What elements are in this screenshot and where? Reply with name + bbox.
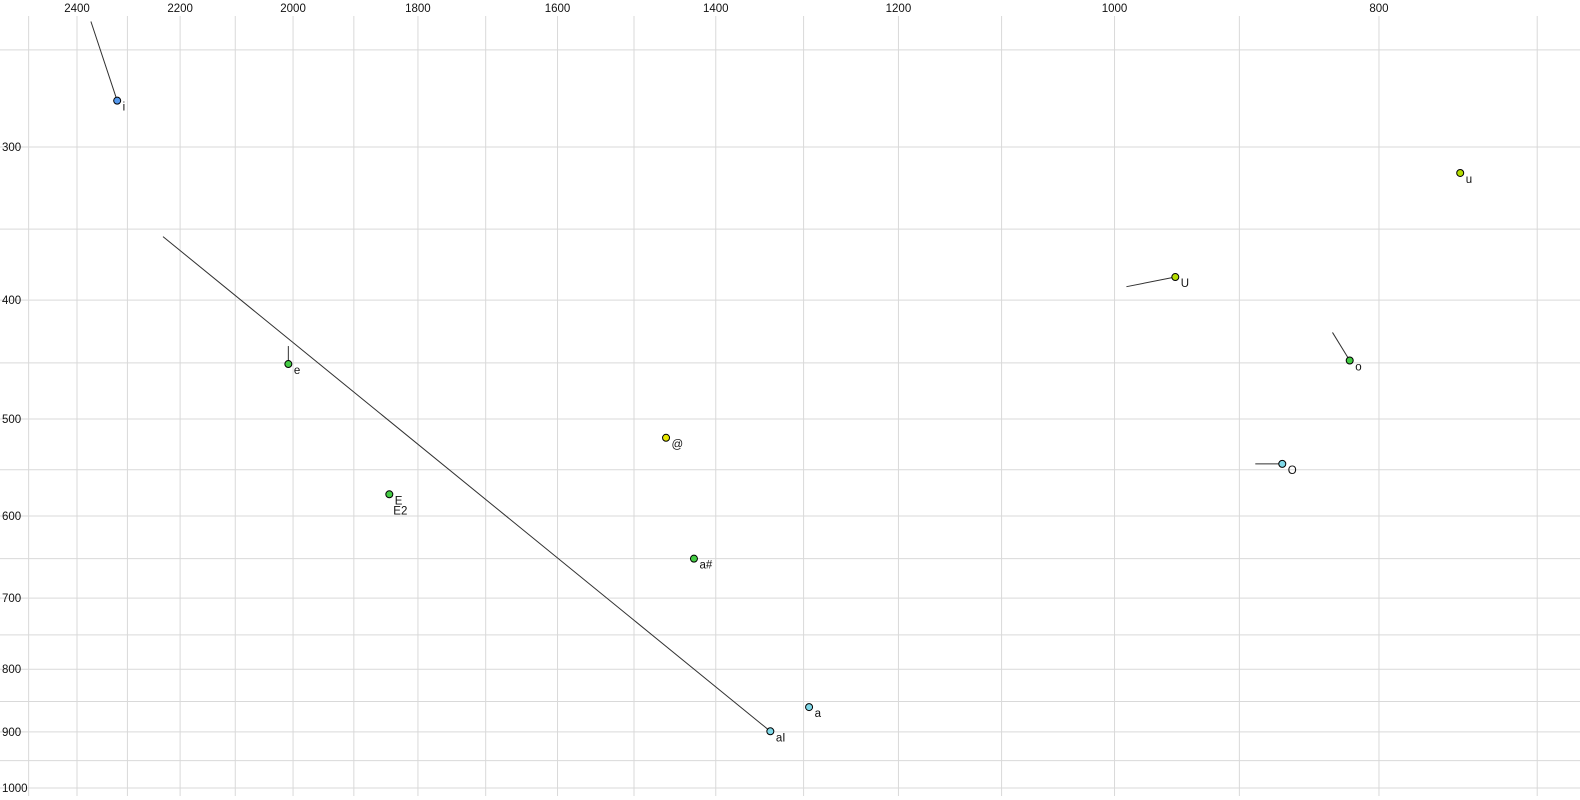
vowel-point-U[interactable] — [1171, 273, 1180, 282]
y-axis-tick-label: 900 — [2, 727, 21, 739]
y-axis-tick-label: 300 — [2, 142, 21, 154]
vowel-label: u — [1466, 174, 1472, 186]
x-axis-tick-label: 2000 — [280, 3, 306, 15]
vowel-label-secondary: E2 — [393, 505, 407, 517]
y-axis-tick-label: 1000 — [2, 783, 28, 795]
vowel-label: e — [294, 365, 300, 377]
vowel-point-E[interactable] — [385, 490, 394, 499]
vowel-point-a#[interactable] — [689, 554, 698, 563]
vowel-label: o — [1355, 361, 1361, 373]
y-axis-tick-label: 600 — [2, 511, 21, 523]
y-axis-tick-label: 800 — [2, 664, 21, 676]
vowel-point-e[interactable] — [284, 360, 293, 369]
vowel-label: U — [1181, 278, 1189, 290]
vowel-label: aI — [776, 732, 786, 744]
vowel-point-a[interactable] — [805, 703, 814, 712]
x-axis-tick-label: 1400 — [703, 3, 729, 15]
vowel-label: a# — [699, 560, 712, 572]
vowel-point-u[interactable] — [1456, 168, 1465, 177]
vowel-label: i — [123, 102, 126, 114]
vowel-label: @ — [672, 439, 684, 451]
y-axis-tick-label: 700 — [2, 593, 21, 605]
vowel-label: E — [395, 495, 403, 507]
vowel-point-O[interactable] — [1278, 459, 1287, 468]
y-axis-tick-label: 400 — [2, 295, 21, 307]
vowel-point-aI[interactable] — [766, 727, 775, 736]
x-axis-tick-label: 2200 — [167, 3, 193, 15]
x-axis-tick-label: 1800 — [405, 3, 431, 15]
vowel-trajectory-line — [90, 21, 118, 101]
vowel-point-o[interactable] — [1345, 356, 1354, 365]
vowel-label: a — [815, 708, 822, 720]
vowel-label: O — [1288, 465, 1297, 477]
vowel-trajectory-line — [162, 236, 771, 732]
x-axis-tick-label: 2400 — [64, 3, 90, 15]
x-axis-tick-label: 1200 — [886, 3, 912, 15]
y-axis-tick-label: 500 — [2, 414, 21, 426]
vowel-point-i[interactable] — [113, 96, 122, 105]
vowel-trajectory-line — [1332, 332, 1351, 361]
vowel-point-@[interactable] — [662, 433, 671, 442]
vowel-trajectory-line — [1126, 276, 1176, 288]
x-axis-tick-label: 1000 — [1102, 3, 1128, 15]
x-axis-tick-label: 800 — [1369, 3, 1388, 15]
x-axis-tick-label: 1600 — [545, 3, 571, 15]
